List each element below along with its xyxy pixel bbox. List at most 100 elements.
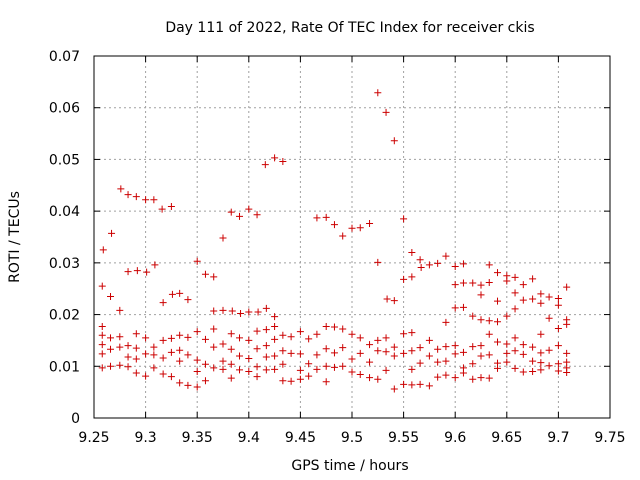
data-point	[219, 340, 227, 348]
data-point	[296, 350, 304, 358]
data-point	[262, 326, 270, 334]
data-point	[201, 360, 209, 368]
data-point	[271, 365, 279, 373]
data-point	[434, 358, 442, 366]
data-point	[511, 305, 519, 313]
data-point	[159, 370, 167, 378]
data-point	[262, 304, 270, 312]
data-point	[382, 348, 390, 356]
data-point	[271, 313, 279, 321]
data-point	[451, 374, 459, 382]
data-point	[537, 366, 545, 374]
data-point	[176, 346, 184, 354]
data-point	[143, 268, 151, 276]
data-point	[554, 295, 562, 303]
data-point	[537, 349, 545, 357]
data-point	[469, 360, 477, 368]
data-point	[193, 356, 201, 364]
data-point	[494, 338, 502, 346]
x-tick-label: 9.25	[78, 430, 109, 446]
data-point	[116, 343, 124, 351]
data-point	[150, 343, 158, 351]
data-point	[142, 350, 150, 358]
data-point	[132, 355, 140, 363]
data-point	[545, 346, 553, 354]
data-point	[442, 343, 450, 351]
data-point	[176, 331, 184, 339]
data-point	[554, 360, 562, 368]
data-point	[459, 348, 467, 356]
data-point	[132, 193, 140, 201]
data-point	[400, 380, 408, 388]
data-point	[366, 341, 374, 349]
data-point	[416, 344, 424, 352]
data-point	[279, 331, 287, 339]
data-point	[451, 304, 459, 312]
data-point	[511, 289, 519, 297]
data-point	[313, 365, 321, 373]
data-point	[271, 335, 279, 343]
data-point	[158, 205, 166, 213]
data-point	[305, 360, 313, 368]
y-tick-label: 0.06	[49, 101, 80, 117]
data-point	[219, 234, 227, 242]
x-tick-label: 9.65	[491, 430, 522, 446]
data-point	[236, 366, 244, 374]
data-point	[469, 375, 477, 383]
data-point	[485, 351, 493, 359]
data-point	[279, 157, 287, 165]
data-point	[210, 343, 218, 351]
data-point	[503, 340, 511, 348]
data-point	[348, 224, 356, 232]
data-point	[236, 334, 244, 342]
data-point	[425, 336, 433, 344]
data-point	[511, 273, 519, 281]
data-point	[168, 290, 176, 298]
data-point	[132, 369, 140, 377]
data-point	[485, 279, 493, 287]
data-point	[503, 349, 511, 357]
data-point	[210, 364, 218, 372]
data-point	[374, 89, 382, 97]
data-point	[519, 341, 527, 349]
data-point	[132, 330, 140, 338]
data-point	[366, 358, 374, 366]
data-point	[287, 349, 295, 357]
data-point	[150, 351, 158, 359]
data-point	[287, 377, 295, 385]
data-point	[529, 357, 537, 365]
data-point	[254, 308, 262, 316]
data-point	[554, 301, 562, 309]
data-point	[459, 369, 467, 377]
data-point	[296, 375, 304, 383]
x-tick-label: 9.3	[134, 430, 156, 446]
data-point	[494, 364, 502, 372]
data-point	[227, 374, 235, 382]
data-point	[262, 366, 270, 374]
data-point	[356, 224, 364, 232]
data-point	[98, 364, 106, 372]
data-point	[434, 345, 442, 353]
x-axis-label: GPS time / hours	[291, 458, 408, 474]
axis-ticks: 9.25 9.3 9.35 9.4 9.45 9.5 9.55 9.6 9.65 9.7 9.75 0…	[49, 49, 626, 446]
data-point	[184, 296, 192, 304]
data-point	[529, 367, 537, 375]
data-point	[434, 259, 442, 267]
chart-title: Day 111 of 2022, Rate Of TEC Index for r…	[165, 20, 534, 36]
data-point	[313, 214, 321, 222]
data-point	[167, 373, 175, 381]
data-point	[519, 350, 527, 358]
data-point	[227, 345, 235, 353]
data-point	[477, 281, 485, 289]
data-point	[563, 368, 571, 376]
data-point	[219, 357, 227, 365]
data-point	[366, 220, 374, 228]
data-point	[313, 351, 321, 359]
data-point	[236, 352, 244, 360]
data-point	[563, 349, 571, 357]
data-point	[554, 367, 562, 375]
data-point	[519, 281, 527, 289]
data-point	[554, 342, 562, 350]
data-point	[382, 366, 390, 374]
data-point	[537, 359, 545, 367]
